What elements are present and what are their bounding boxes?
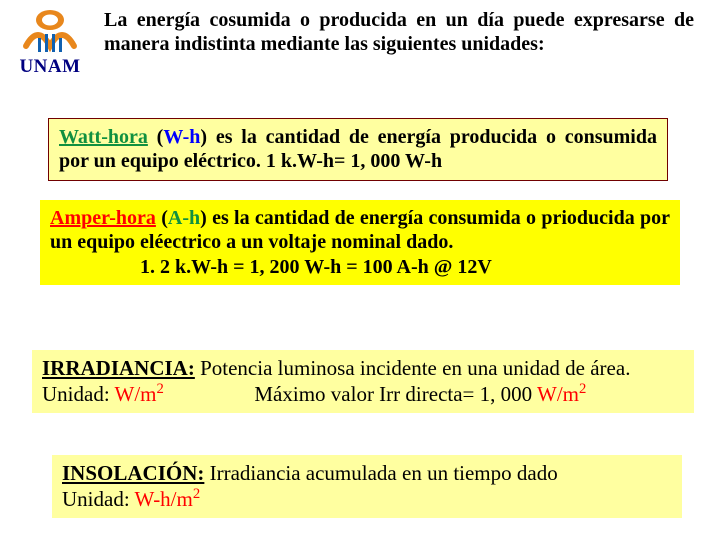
unam-logo: UNAM xyxy=(10,6,90,78)
watt-rest: es la cantidad de energía producida o co… xyxy=(59,126,657,172)
amper-paren-open: ( xyxy=(161,207,168,229)
logo-icon xyxy=(20,6,80,54)
irr-unit-label: Unidad: xyxy=(42,382,115,406)
amper-abbr: A-h xyxy=(168,207,200,229)
amper-formula: 1. 2 k.W-h = 1, 200 W-h = 100 A-h @ 12V xyxy=(140,256,492,278)
irr-term: IRRADIANCIA: xyxy=(42,356,195,380)
watt-term: Watt-hora xyxy=(59,126,148,148)
insol-unit-label: Unidad: xyxy=(62,487,135,511)
irr-rest: Potencia luminosa incidente en una unida… xyxy=(195,356,631,380)
intro-text: La energía cosumida o producida en un dí… xyxy=(94,2,704,63)
watt-hora-box: Watt-hora (W-h) es la cantidad de energí… xyxy=(48,118,668,181)
amper-hora-box: Amper-hora (A-h) es la cantidad de energ… xyxy=(40,200,680,285)
insol-rest: Irradiancia acumulada en un tiempo dado xyxy=(204,461,557,485)
irradiancia-box: IRRADIANCIA: Potencia luminosa incidente… xyxy=(32,350,694,413)
insolacion-box: INSOLACIÓN: Irradiancia acumulada en un … xyxy=(52,455,682,518)
amper-paren-close: ) xyxy=(200,207,207,229)
irr-max-label: Máximo valor Irr directa= 1, 000 xyxy=(254,382,537,406)
amper-term: Amper-hora xyxy=(50,207,156,229)
watt-abbr: W-h xyxy=(163,126,200,148)
insol-term: INSOLACIÓN: xyxy=(62,461,204,485)
irr-unit-value: W/m2 xyxy=(115,382,164,406)
insol-unit-value: W-h/m2 xyxy=(135,487,201,511)
logo-label: UNAM xyxy=(10,56,90,78)
irr-max-value: W/m2 xyxy=(537,382,586,406)
